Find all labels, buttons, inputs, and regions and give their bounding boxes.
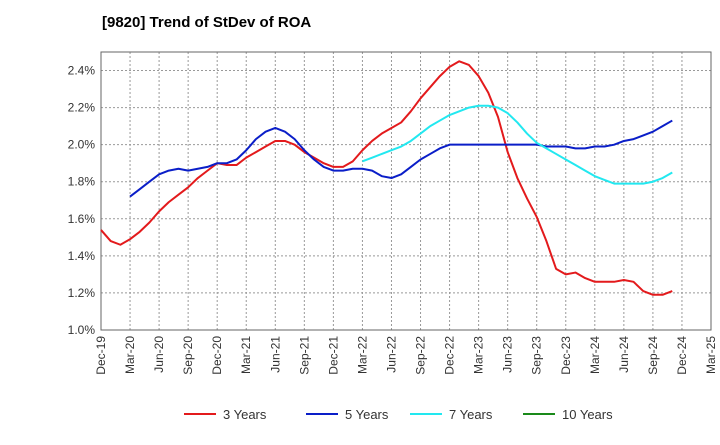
x-tick-label: Mar-21 [239,336,253,374]
legend-item: 10 Years [523,407,613,422]
x-tick-label: Jun-20 [152,336,166,373]
x-tick-label: Sep-20 [181,336,195,375]
legend-label: 7 Years [449,407,493,422]
x-tick-label: Sep-22 [414,336,428,375]
x-tick-label: Jun-21 [268,336,282,373]
x-tick-label: Mar-25 [704,336,718,374]
series-line-5-years [129,119,673,198]
x-tick-label: Jun-24 [617,336,631,373]
x-tick-label: Dec-22 [443,336,457,375]
y-tick-label: 1.0% [68,323,96,337]
y-tick-label: 2.4% [68,64,96,78]
x-tick-label: Mar-22 [355,336,369,374]
x-tick-label: Sep-23 [530,336,544,375]
y-tick-label: 1.2% [68,286,96,300]
x-tick-label: Dec-24 [675,336,689,375]
plot-area [101,52,711,330]
y-tick-label: 1.8% [68,175,96,189]
x-tick-label: Mar-24 [588,336,602,374]
plot-border [100,51,712,331]
x-tick-label: Mar-20 [123,336,137,374]
x-tick-label: Jun-23 [501,336,515,373]
x-tick-label: Mar-23 [472,336,486,374]
legend-item: 5 Years [306,407,389,422]
y-tick-label: 2.2% [68,101,96,115]
legend-label: 10 Years [562,407,613,422]
legend-label: 5 Years [345,407,389,422]
x-tick-label: Dec-23 [559,336,573,375]
y-tick-label: 1.4% [68,249,96,263]
x-tick-label: Sep-24 [646,336,660,375]
y-tick-label: 2.0% [68,138,96,152]
chart-title: [9820] Trend of StDev of ROA [102,14,312,31]
legend-item: 3 Years [184,407,267,422]
x-tick-label: Dec-21 [326,336,340,375]
legend-label: 3 Years [223,407,267,422]
x-tick-label: Dec-19 [94,336,108,375]
x-tick-label: Sep-21 [297,336,311,375]
x-tick-label: Dec-20 [210,336,224,375]
x-tick-label: Jun-22 [384,336,398,373]
series-line-3-years [100,60,673,296]
legend-item: 7 Years [410,407,493,422]
series-line-7-years [362,104,673,185]
y-tick-label: 1.6% [68,212,96,226]
